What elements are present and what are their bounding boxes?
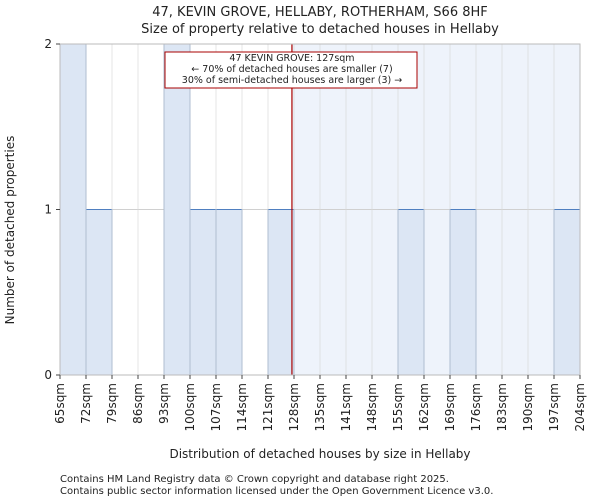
x-tick-label: 197sqm [547, 383, 561, 431]
y-axis-ticks: 0 1 2 [44, 37, 60, 382]
x-tick-label: 86sqm [131, 383, 145, 424]
x-tick-label: 65sqm [53, 383, 67, 424]
x-tick-label: 204sqm [573, 383, 587, 431]
x-tick-label: 72sqm [79, 383, 93, 424]
annotation-box [164, 51, 418, 89]
x-tick-label: 141sqm [339, 383, 353, 431]
chart-title: 47, KEVIN GROVE, HELLABY, ROTHERHAM, S66… [152, 5, 488, 20]
annotation-line-1: 47 KEVIN GROVE: 127sqm [229, 53, 354, 64]
x-tick-label: 190sqm [521, 383, 535, 431]
x-tick-label: 114sqm [235, 383, 249, 431]
bar-72sqm [85, 209, 113, 376]
x-tick-label: 148sqm [365, 383, 379, 431]
bar-100sqm [189, 209, 217, 376]
y-tick-label: 1 [44, 203, 52, 217]
x-tick-label: 169sqm [443, 383, 457, 431]
bar-155sqm [397, 209, 425, 376]
y-axis-label: Number of detached properties [3, 136, 17, 325]
chart-subtitle: Size of property relative to detached ho… [141, 22, 499, 37]
x-tick-label: 100sqm [183, 383, 197, 431]
footer-line-1: Contains HM Land Registry data © Crown c… [60, 474, 449, 485]
x-tick-label: 162sqm [417, 383, 431, 431]
x-tick-label: 128sqm [287, 383, 301, 431]
bar-197sqm [553, 209, 581, 376]
y-tick-label: 0 [44, 368, 52, 382]
x-tick-label: 107sqm [209, 383, 223, 431]
y-tick-label: 2 [44, 37, 52, 51]
x-tick-label: 93sqm [157, 383, 171, 424]
x-tick-label: 176sqm [469, 383, 483, 431]
bar-121sqm [267, 209, 295, 376]
x-tick-label: 79sqm [105, 383, 119, 424]
x-axis-label: Distribution of detached houses by size … [169, 447, 470, 461]
bar-93sqm [163, 43, 191, 376]
x-tick-label: 183sqm [495, 383, 509, 431]
footer-line-2: Contains public sector information licen… [60, 486, 493, 497]
x-axis-ticks: 65sqm 72sqm 79sqm 86sqm 93sqm 100sqm 107sqm 114… [53, 375, 587, 431]
x-tick-label: 155sqm [391, 383, 405, 431]
bar-107sqm [215, 209, 243, 376]
x-tick-label: 135sqm [313, 383, 327, 431]
bar-65sqm [59, 43, 87, 376]
annotation-line-3: 30% of semi-detached houses are larger (… [182, 75, 402, 86]
plot-area: 47 KEVIN GROVE: 127sqm ← 70% of detached… [59, 43, 581, 376]
bar-169sqm [449, 209, 477, 376]
vertical-gridlines [85, 44, 555, 375]
x-tick-label: 121sqm [261, 383, 275, 431]
annotation-line-2: ← 70% of detached houses are smaller (7) [191, 64, 392, 75]
